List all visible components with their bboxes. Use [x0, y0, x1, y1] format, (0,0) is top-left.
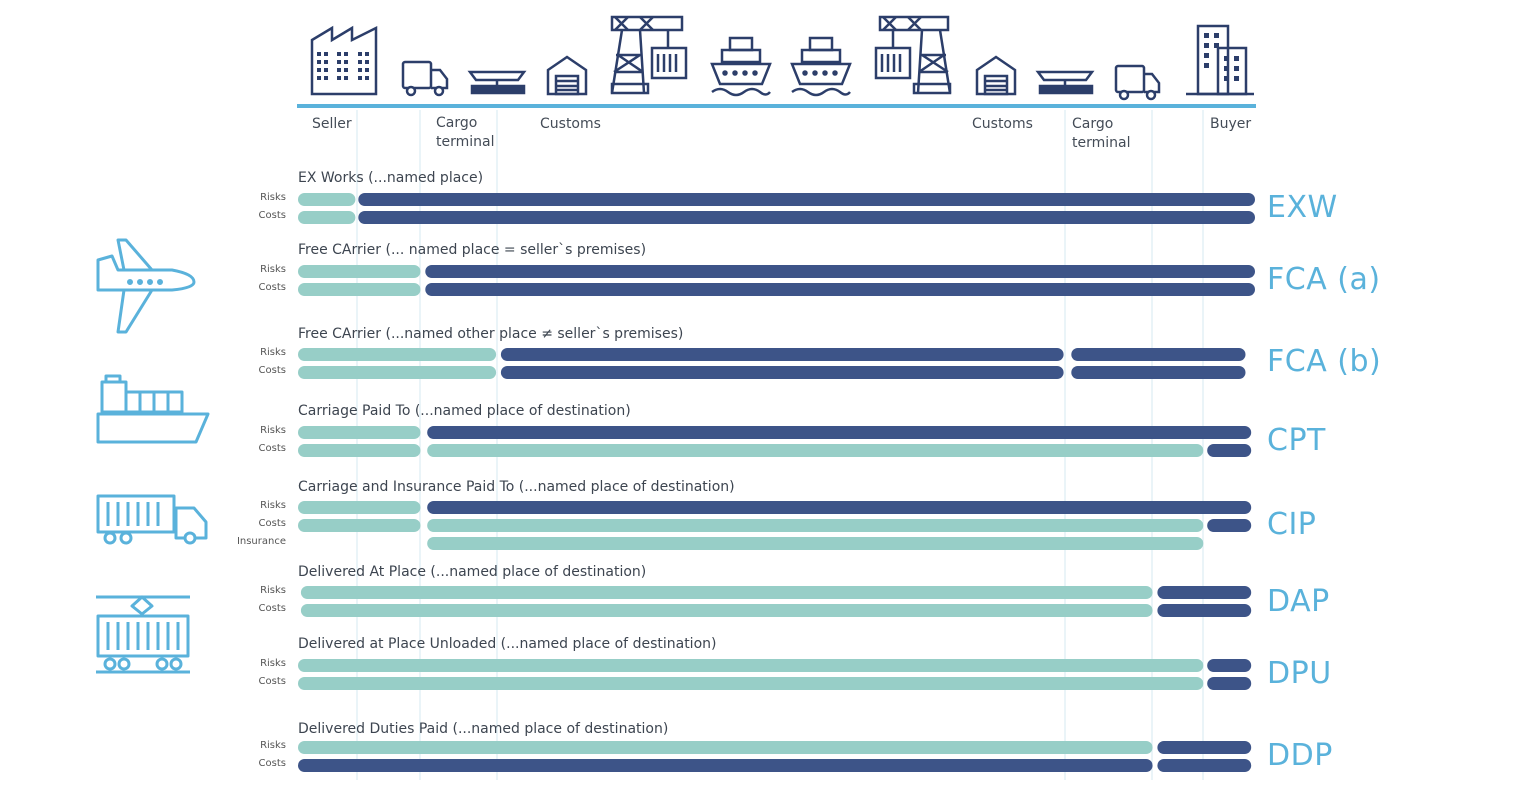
- bar-cip-costs-seller-1: [427, 519, 1204, 532]
- bar-ddp-costs-buyer-1: [1157, 759, 1252, 772]
- term-title-ddp: Delivered Duties Paid (...named place of…: [298, 721, 669, 737]
- label-seller: Seller: [312, 116, 352, 132]
- label-customs-origin: Customs: [540, 116, 601, 132]
- cargo-ship-icon: [96, 374, 210, 444]
- term-bars: [298, 193, 1255, 772]
- bar-fca-a-costs-buyer-1: [425, 283, 1255, 296]
- bar-dpu-risks-buyer-1: [1207, 659, 1252, 672]
- airplane-icon: [96, 238, 196, 334]
- label-cargo-terminal-origin: Cargo terminal: [436, 115, 495, 150]
- bar-exw-risks-buyer-1: [358, 193, 1255, 206]
- row-label-risks: Risks: [260, 192, 286, 203]
- row-label-costs: Costs: [258, 758, 286, 769]
- bar-cip-risks-seller-0: [298, 501, 421, 514]
- customs-warehouse-icon: [546, 55, 588, 96]
- bar-cpt-risks-buyer-1: [427, 426, 1252, 439]
- bar-fca-b-costs-buyer-2: [1071, 366, 1246, 379]
- bar-ddp-risks-seller-0: [298, 741, 1153, 754]
- factory-icon: [310, 25, 378, 96]
- bar-ddp-risks-buyer-1: [1157, 741, 1252, 754]
- label-customs-destination: Customs: [972, 116, 1033, 132]
- port-crane-icon: [610, 15, 688, 95]
- truck-icon: [1114, 64, 1161, 101]
- office-building-icon: [1186, 24, 1254, 96]
- term-code-ddp: DDP: [1267, 738, 1333, 773]
- row-label-risks: Risks: [260, 264, 286, 275]
- bar-cip-insurance-seller-0: [427, 537, 1204, 550]
- term-code-fca-b: FCA (b): [1267, 344, 1382, 379]
- container-ship-icon: [790, 36, 852, 97]
- bar-exw-costs-buyer-1: [358, 211, 1255, 224]
- freight-train-icon: [96, 595, 190, 674]
- row-label-costs: Costs: [258, 365, 286, 376]
- bar-cip-risks-buyer-1: [427, 501, 1252, 514]
- row-label-risks: Risks: [260, 425, 286, 436]
- term-code-exw: EXW: [1267, 190, 1338, 225]
- bar-dpu-risks-seller-0: [298, 659, 1204, 672]
- bar-exw-costs-seller-0: [298, 211, 356, 224]
- container-ship-icon: [710, 36, 772, 97]
- bar-dap-risks-seller-0: [300, 586, 1153, 599]
- bar-fca-a-risks-seller-0: [298, 265, 421, 278]
- bar-fca-b-risks-buyer-1: [500, 348, 1064, 361]
- bar-dpu-costs-buyer-1: [1207, 677, 1252, 690]
- row-label-insurance: Insurance: [236, 536, 286, 547]
- bar-fca-b-risks-buyer-2: [1071, 348, 1246, 361]
- term-code-cip: CIP: [1267, 507, 1317, 542]
- term-title-cpt: Carriage Paid To (...named place of dest…: [298, 403, 631, 419]
- bar-cpt-costs-seller-1: [427, 444, 1204, 457]
- row-label-risks: Risks: [260, 347, 286, 358]
- label-buyer: Buyer: [1210, 116, 1252, 132]
- bar-dap-costs-seller-0: [300, 604, 1153, 617]
- term-title-dpu: Delivered at Place Unloaded (...named pl…: [298, 636, 717, 652]
- row-label-costs: Costs: [258, 676, 286, 687]
- row-label-risks: Risks: [260, 740, 286, 751]
- row-label-costs: Costs: [258, 443, 286, 454]
- term-code-cpt: CPT: [1267, 423, 1326, 458]
- bar-fca-b-risks-seller-0: [298, 348, 497, 361]
- row-label-costs: Costs: [258, 518, 286, 529]
- bar-fca-b-costs-buyer-1: [500, 366, 1064, 379]
- term-code-dpu: DPU: [1267, 656, 1332, 691]
- bar-exw-risks-seller-0: [298, 193, 356, 206]
- row-label-risks: Risks: [260, 500, 286, 511]
- term-code-fca-a: FCA (a): [1267, 262, 1381, 297]
- row-label-risks: Risks: [260, 658, 286, 669]
- term-title-fca-a: Free CArrier (... named place = seller`s…: [298, 242, 647, 258]
- row-label-costs: Costs: [258, 210, 286, 221]
- container-truck-icon: [96, 494, 208, 545]
- term-title-dap: Delivered At Place (...named place of de…: [298, 564, 647, 580]
- label-cargo-terminal-destination: Cargo terminal: [1072, 116, 1131, 151]
- bar-cpt-risks-seller-0: [298, 426, 421, 439]
- row-label-costs: Costs: [258, 282, 286, 293]
- bar-fca-b-costs-seller-0: [298, 366, 497, 379]
- bar-dap-costs-buyer-1: [1157, 604, 1252, 617]
- bar-fca-a-costs-seller-0: [298, 283, 421, 296]
- bar-dap-risks-buyer-1: [1157, 586, 1252, 599]
- row-label-costs: Costs: [258, 603, 286, 614]
- term-title-exw: EX Works (...named place): [298, 170, 484, 186]
- bar-fca-a-risks-buyer-1: [425, 265, 1255, 278]
- bar-cip-costs-buyer-2: [1207, 519, 1252, 532]
- term-code-dap: DAP: [1267, 584, 1330, 619]
- port-crane-icon: [874, 15, 952, 95]
- cargo-terminal-icon: [1035, 70, 1095, 95]
- customs-warehouse-icon: [975, 55, 1017, 96]
- bar-cpt-costs-seller-0: [298, 444, 421, 457]
- bar-cpt-costs-buyer-2: [1207, 444, 1252, 457]
- bar-ddp-costs-buyer-0: [298, 759, 1153, 772]
- term-title-fca-b: Free CArrier (...named other place ≠ sel…: [298, 326, 684, 342]
- row-label-risks: Risks: [260, 585, 286, 596]
- cargo-terminal-icon: [467, 70, 527, 95]
- bar-cip-costs-seller-0: [298, 519, 421, 532]
- truck-icon: [401, 60, 449, 97]
- term-title-cip: Carriage and Insurance Paid To (...named…: [298, 479, 735, 495]
- bar-dpu-costs-seller-0: [298, 677, 1204, 690]
